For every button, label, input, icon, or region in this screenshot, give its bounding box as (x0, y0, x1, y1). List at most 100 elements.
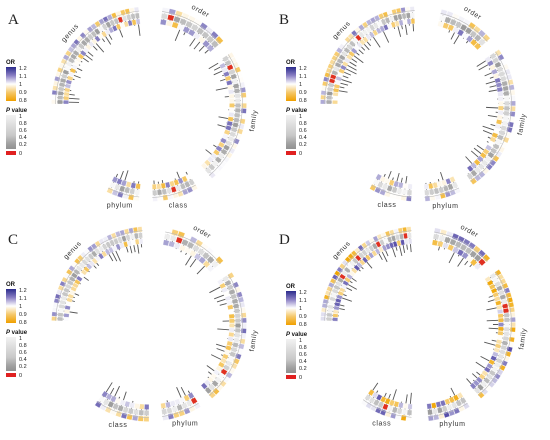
heatmap-cell (346, 43, 354, 51)
heatmap-cell (331, 288, 339, 295)
heatmap-cell (87, 253, 95, 260)
heatmap-cell (126, 240, 132, 247)
heatmap-cell (484, 55, 492, 63)
heatmap-cell (371, 242, 378, 250)
panel-letter: D (279, 232, 290, 248)
heatmap-cell (332, 100, 338, 105)
heatmap-cell (59, 299, 66, 305)
heatmap-cell (385, 243, 391, 250)
heatmap-cell (207, 376, 215, 384)
heatmap-cell (453, 407, 461, 415)
heatmap-cell (174, 10, 183, 18)
heatmap-cell (200, 382, 208, 390)
heatmap-cell (503, 326, 510, 332)
heatmap-cell (173, 15, 181, 24)
circos-plot: genus order family phylum class (320, 5, 528, 210)
heatmap-cell (152, 195, 158, 202)
heatmap-cell (449, 176, 456, 183)
heatmap-cell (228, 367, 236, 375)
heatmap-cell (439, 399, 447, 407)
heatmap-cell (152, 189, 158, 196)
heatmap-cell (234, 107, 241, 114)
heatmap-cell (231, 78, 239, 85)
heatmap-cell (477, 29, 486, 38)
heatmap-cell (320, 94, 327, 100)
heatmap-cell (94, 255, 102, 262)
heatmap-cell (489, 64, 497, 71)
circos-plot: genus order family phylum class (320, 224, 528, 428)
heatmap-cell (232, 137, 240, 145)
heatmap-cell (228, 107, 235, 113)
heatmap-cell (210, 251, 220, 260)
arc-baseline (96, 401, 150, 418)
arc-baseline (324, 10, 415, 105)
heatmap-cell (474, 174, 482, 182)
or-legend-title: OR (286, 284, 296, 290)
heatmap-cell (51, 89, 58, 96)
heatmap-cell (225, 151, 233, 159)
heatmap-cell (472, 245, 482, 254)
heatmap-cell (228, 288, 236, 296)
heatmap-cell (397, 182, 404, 189)
heatmap-cell (97, 25, 105, 33)
heatmap-cell (498, 70, 506, 78)
heatmap-cell (368, 252, 375, 259)
heatmap-cell (235, 318, 241, 324)
heatmap-cell (331, 69, 338, 76)
heatmap-cell (496, 86, 503, 93)
heatmap-cell (235, 291, 243, 298)
heatmap-cell (233, 337, 240, 344)
heatmap-cell (62, 69, 70, 76)
heatmap-cell (497, 145, 506, 154)
heatmap-cell (337, 290, 345, 297)
heatmap-cell (384, 190, 392, 198)
heatmap-cell (473, 262, 482, 271)
heatmap-cell (104, 406, 112, 414)
heatmap-cell (379, 239, 386, 246)
heatmap-cell (500, 125, 507, 132)
heatmap-cell (115, 410, 123, 418)
heatmap-cell (494, 280, 502, 288)
heatmap-cell (374, 186, 382, 194)
heatmap-cell (451, 181, 459, 189)
p-tick: 0.6 (299, 128, 307, 134)
heatmap-cell (224, 75, 232, 82)
heatmap-cell (456, 248, 465, 257)
heatmap-cell (449, 188, 457, 196)
p-zero-swatch (6, 373, 16, 377)
heatmap-cell (482, 148, 490, 156)
heatmap-cell (196, 27, 205, 36)
heatmap-cell (499, 293, 507, 301)
heatmap-cell (65, 79, 73, 85)
heatmap-cell (487, 140, 495, 148)
heatmap-cell (234, 112, 241, 119)
heatmap-cell (477, 391, 485, 399)
heatmap-cell (197, 247, 206, 256)
heatmap-cell (386, 22, 393, 30)
heatmap-cell (502, 85, 509, 92)
heatmap-cell (379, 25, 386, 33)
heatmap-cell (229, 98, 235, 104)
heatmap-cell (469, 382, 477, 390)
arc-baseline (165, 231, 221, 265)
heatmap-cell (207, 156, 215, 164)
heatmap-cell (332, 313, 339, 318)
heatmap-cell (226, 79, 233, 86)
heatmap-cell (64, 283, 72, 290)
heatmap-cell (368, 24, 376, 32)
heatmap-cell (167, 14, 175, 22)
heatmap-cell (436, 240, 444, 248)
heatmap-cell (80, 251, 88, 259)
group-label-family: family (518, 327, 528, 350)
heatmap-cell (486, 362, 494, 370)
group-label-phylum: phylum (172, 420, 198, 427)
heatmap-cell (509, 95, 516, 101)
heatmap-cell (496, 335, 503, 341)
p-zero-swatch (6, 151, 16, 155)
heatmap-cell (327, 82, 335, 88)
heatmap-cell (492, 72, 500, 80)
heatmap-cell (442, 185, 450, 192)
heatmap-cell (139, 403, 145, 410)
heatmap-cell (129, 188, 136, 195)
heatmap-cell (222, 155, 230, 164)
